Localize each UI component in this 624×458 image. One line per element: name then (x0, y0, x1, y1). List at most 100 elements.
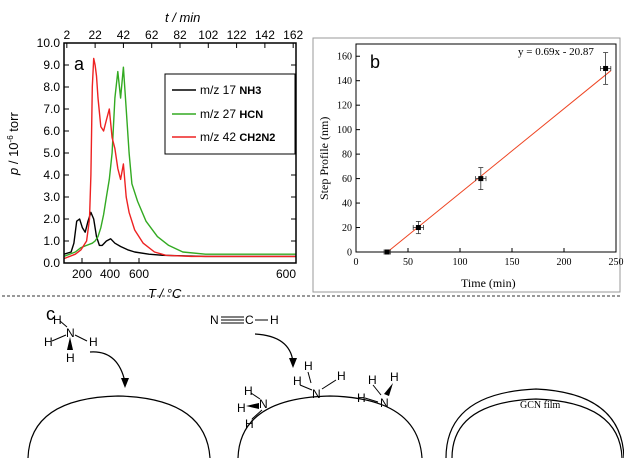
substrate-arc-3-outer (445, 388, 624, 458)
panel-a-x-label: T / °C (148, 286, 182, 301)
data-point (600, 52, 612, 85)
x2-tick-label: 62 (145, 28, 159, 42)
y-tick-label: 160 (337, 52, 352, 63)
y-tick-label: 5.0 (43, 146, 60, 160)
atom-label: H (368, 373, 377, 387)
substrate-arc-1 (27, 395, 211, 458)
x-tick-label: 250 (609, 257, 624, 268)
panel-b-equation: y = 0.69x - 20.87 (518, 46, 594, 58)
y-tick-label: 60 (342, 174, 352, 185)
y-tick-label: 0 (347, 248, 352, 259)
y-tick-label: 80 (342, 150, 352, 161)
x2-tick-label: 42 (117, 28, 131, 42)
nh3-adsorbed-2: H H H N (293, 359, 346, 401)
panel-a-y-label: p / 10-6 torr (6, 112, 21, 176)
y-tick-label: 1.0 (43, 234, 60, 248)
atom-label: N (66, 326, 75, 340)
x2-tick-label: 122 (227, 28, 247, 42)
x-tick-label: 100 (453, 257, 468, 268)
atom-label: H (66, 351, 75, 365)
panel-b-y-label: Step Profile (nm) (317, 117, 331, 200)
panel-b-x-label: Time (min) (461, 276, 516, 290)
data-point (383, 249, 391, 255)
adsorption-arrow-left (89, 351, 126, 383)
y-tick-label: 2.0 (43, 212, 60, 226)
substrate-arc-2 (237, 395, 423, 458)
atom-label: H (293, 374, 302, 388)
data-marker (478, 176, 484, 182)
panel-a-x2-label: t / min (165, 10, 200, 25)
data-point (412, 221, 425, 235)
y-tick-label: 0.0 (43, 256, 60, 270)
y-tick-label: 8.0 (43, 80, 60, 94)
x2-tick-label: 142 (255, 28, 275, 42)
x2-tick-label: 22 (88, 28, 102, 42)
x-tick-label: 200 (557, 257, 572, 268)
legend-entry-ch2n2: m/z 42 CH2N2 (200, 130, 275, 144)
atom-label: H (244, 384, 253, 398)
series-line-nh3 (63, 211, 296, 258)
y-tick-label: 20 (342, 223, 352, 234)
x2-tick-label: 82 (173, 28, 187, 42)
legend-entry-nh3: m/z 17 NH3 (200, 83, 261, 97)
x-tick-label: 400 (100, 267, 120, 281)
panel-b-plot-frame (355, 43, 617, 253)
atom-label: H (304, 359, 313, 373)
atom-label: N (210, 313, 219, 327)
y-tick-label: 4.0 (43, 168, 60, 182)
y-tick-label: 40 (342, 199, 352, 210)
y-tick-label: 140 (337, 76, 352, 87)
panel-a-legend: m/z 17 NH3 m/z 27 HCN m/z 42 CH2N2 (164, 73, 296, 155)
atom-label: H (270, 313, 279, 327)
x-tick-label: 50 (403, 257, 413, 268)
y-tick-label: 7.0 (43, 102, 60, 116)
atom-label: H (237, 401, 246, 415)
data-marker (384, 249, 390, 255)
y-tick-label: 10.0 (37, 36, 61, 50)
x-tick-label: 0 (354, 257, 359, 268)
gcn-film-label: GCN film (520, 400, 561, 411)
y-tick-label: 100 (337, 125, 352, 136)
x-tick-label: 600 (276, 267, 296, 281)
fit-line (387, 70, 612, 253)
panel-a-letter: a (74, 54, 85, 74)
y-tick-label: 9.0 (43, 58, 60, 72)
x-tick-label: 150 (505, 257, 520, 268)
hcn-molecule: N C H (210, 313, 279, 327)
y-tick-label: 3.0 (43, 190, 60, 204)
nh3-adsorbed-3: H H H N (357, 370, 399, 410)
data-marker (415, 225, 421, 231)
substrate-arc-3-inner (451, 398, 623, 458)
data-point (475, 167, 487, 191)
x2-tick-label: 2 (63, 28, 70, 42)
panel-c-diagram: c H N H H H N C H H H (27, 304, 624, 458)
y-tick-label: 6.0 (43, 124, 60, 138)
panel-b-border (312, 37, 621, 293)
atom-label: N (312, 387, 321, 401)
atom-label: N (380, 396, 389, 410)
data-marker (603, 65, 609, 71)
atom-label: H (390, 370, 399, 384)
atom-label: H (89, 335, 98, 349)
x-tick-label: 200 (72, 267, 92, 281)
series-line-hcn (63, 66, 296, 258)
panel-c-letter: c (46, 304, 55, 324)
nh3-adsorbed-1: H H N H (237, 384, 268, 431)
atom-label: H (357, 391, 366, 405)
x2-tick-label: 102 (198, 28, 218, 42)
adsorption-arrow-middle (254, 333, 294, 363)
atom-label: N (259, 397, 268, 411)
atom-label: H (337, 369, 346, 383)
legend-entry-hcn: m/z 27 HCN (200, 107, 263, 121)
atom-label: H (44, 335, 53, 349)
x2-tick-label: 162 (283, 28, 303, 42)
panel-b-letter: b (370, 52, 380, 72)
atom-label: H (53, 313, 62, 327)
nh3-molecule-left: H N H H H (44, 313, 98, 365)
atom-label: C (245, 313, 254, 327)
panel-a-chart: 0.0 1.0 2.0 3.0 4.0 5.0 6.0 7.0 8.0 9.0 10.0 200 40… (6, 10, 304, 301)
x-tick-label: 600 (129, 267, 149, 281)
series-line-ch2n2 (63, 57, 296, 260)
